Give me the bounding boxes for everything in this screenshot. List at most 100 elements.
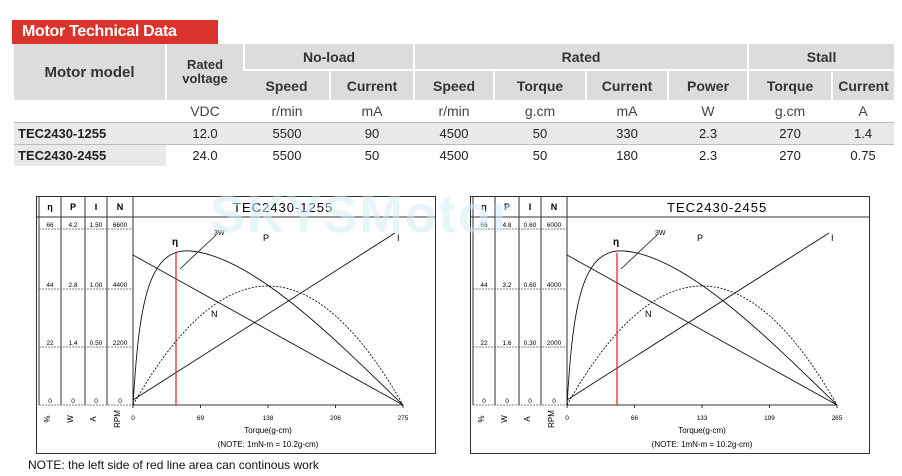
table-cell: 50 xyxy=(494,122,587,145)
scale-value: 44 xyxy=(46,282,54,289)
chart-svg: η P I N TEC2430-2455 66 4.8 0.60 6000 44 3.2 0.60 40… xyxy=(471,197,869,449)
speed-label: N xyxy=(645,309,652,319)
table-cell: 4500 xyxy=(414,144,495,166)
x-tick-label: 199 xyxy=(764,415,775,422)
scale-column-head: η xyxy=(481,202,487,212)
scale-column-head: I xyxy=(95,202,98,212)
table-cell: 0.75 xyxy=(832,144,895,166)
power-mark-label: 3W xyxy=(214,230,225,237)
scale-column-head: P xyxy=(70,202,76,212)
table-cell: 2.3 xyxy=(668,122,749,145)
chart-note: (NOTE: 1mN-m = 10.2g-cm) xyxy=(652,440,753,449)
scale-value: 3.2 xyxy=(502,282,511,289)
footer-note: NOTE: the left side of red line area can… xyxy=(28,458,319,472)
table-cell: 90 xyxy=(330,122,415,145)
power-mark-pointer xyxy=(179,234,217,270)
spec-table: Motor model Rated voltage No-load Rated … xyxy=(14,44,895,166)
header-rated-voltage: Rated voltage xyxy=(165,44,244,100)
x-tick-label: 69 xyxy=(197,415,205,422)
watermark-logo: SKYSMotor xyxy=(210,186,514,244)
scale-value: 2000 xyxy=(547,340,562,347)
chart-svg: η P I N TEC2430-1255 66 4.2 1.50 6600 44 2.8 1.00 44… xyxy=(37,197,435,449)
power-curve xyxy=(132,285,404,406)
chart-title: TEC2430-2455 xyxy=(667,200,767,215)
x-tick-label: 265 xyxy=(832,415,843,422)
header-rated-power: Power xyxy=(667,69,749,100)
unit-cell: r/min xyxy=(414,100,495,123)
current-line xyxy=(132,232,396,401)
header-motor-model: Motor model xyxy=(44,63,135,81)
table-cell: 5500 xyxy=(244,122,330,145)
table-cell: 50 xyxy=(330,144,415,166)
efficiency-curve xyxy=(566,250,838,406)
table-cell: 50 xyxy=(494,144,587,166)
unit-cell: A xyxy=(832,100,895,123)
power-mark-pointer xyxy=(620,234,658,270)
speed-line xyxy=(132,254,404,406)
scale-value: 4400 xyxy=(113,282,128,289)
scale-value: 0 xyxy=(528,398,532,405)
table-cell: 2.3 xyxy=(668,144,749,166)
header-stall-current: Current xyxy=(831,69,895,100)
performance-chart-2: η P I N TEC2430-2455 66 4.8 0.60 6000 44 3.2 0.60 40… xyxy=(470,196,870,454)
table-cell: 12.0 xyxy=(166,122,244,145)
header-rated-current: Current xyxy=(585,69,669,100)
current-label: I xyxy=(397,233,400,243)
scale-value: 0.30 xyxy=(524,340,537,347)
scale-column-head: P xyxy=(504,202,510,212)
scale-value: 0 xyxy=(552,398,556,405)
table-cell: 330 xyxy=(586,122,669,145)
efficiency-curve xyxy=(132,250,404,406)
x-tick-label: 133 xyxy=(697,415,708,422)
unit-cell: g.cm xyxy=(494,100,587,123)
x-tick-label: 0 xyxy=(131,415,135,422)
header-rated: Rated xyxy=(413,44,749,70)
scale-value: 6600 xyxy=(113,222,128,229)
unit-cell: mA xyxy=(586,100,669,123)
unit-cell: g.cm xyxy=(748,100,833,123)
scale-unit: % xyxy=(43,415,52,422)
performance-chart-1: η P I N TEC2430-1255 66 4.2 1.50 6600 44 2.8 1.00 44… xyxy=(36,196,436,454)
scale-value: 0 xyxy=(71,398,75,405)
scale-column-head: η xyxy=(47,202,53,212)
header-rated-torque: Torque xyxy=(493,69,587,100)
efficiency-label: η xyxy=(613,237,619,248)
header-noload-speed: Speed xyxy=(244,69,330,100)
table-row: TEC2430-2455 24.0 5500 50 4500 50 180 2.… xyxy=(14,144,895,166)
chart-title: TEC2430-1255 xyxy=(233,200,333,215)
table-cell: 1.4 xyxy=(832,122,895,145)
scale-column-head: N xyxy=(551,202,558,212)
x-tick-label: 0 xyxy=(565,415,569,422)
speed-line xyxy=(566,254,838,406)
x-tick-label: 66 xyxy=(631,415,639,422)
current-line xyxy=(566,232,830,401)
scale-value: 1.00 xyxy=(90,282,103,289)
x-tick-label: 275 xyxy=(398,415,409,422)
table-cell: 4500 xyxy=(414,122,495,145)
table-row: TEC2430-1255 12.0 5500 90 4500 50 330 2.… xyxy=(14,122,895,145)
scale-value: 0 xyxy=(94,398,98,405)
scale-unit: RPM xyxy=(547,410,556,428)
power-label: P xyxy=(263,233,269,243)
model-cell: TEC2430-1255 xyxy=(14,122,166,145)
scale-unit: W xyxy=(500,415,509,423)
header-noload-current: Current xyxy=(328,69,415,100)
chart-note: (NOTE: 1mN-m = 10.2g-cm) xyxy=(218,440,319,449)
units-row: VDC r/min mA r/min g.cm mA W g.cm A xyxy=(14,100,895,123)
scale-unit: A xyxy=(89,416,98,422)
scale-unit: % xyxy=(477,415,486,422)
scale-value: 44 xyxy=(480,282,488,289)
scale-unit: RPM xyxy=(113,410,122,428)
scale-value: 0 xyxy=(118,398,122,405)
scale-value: 4.2 xyxy=(68,222,77,229)
scale-column-head: I xyxy=(529,202,532,212)
unit-cell: W xyxy=(668,100,749,123)
section-banner: Motor Technical Data xyxy=(12,20,218,44)
scale-value: 66 xyxy=(46,222,54,229)
x-tick-label: 138 xyxy=(263,415,274,422)
scale-unit: A xyxy=(523,416,532,422)
scale-value: 0 xyxy=(505,398,509,405)
header-stall: Stall xyxy=(747,44,895,70)
scale-value: 1.6 xyxy=(502,340,511,347)
scale-value: 0 xyxy=(482,398,486,405)
